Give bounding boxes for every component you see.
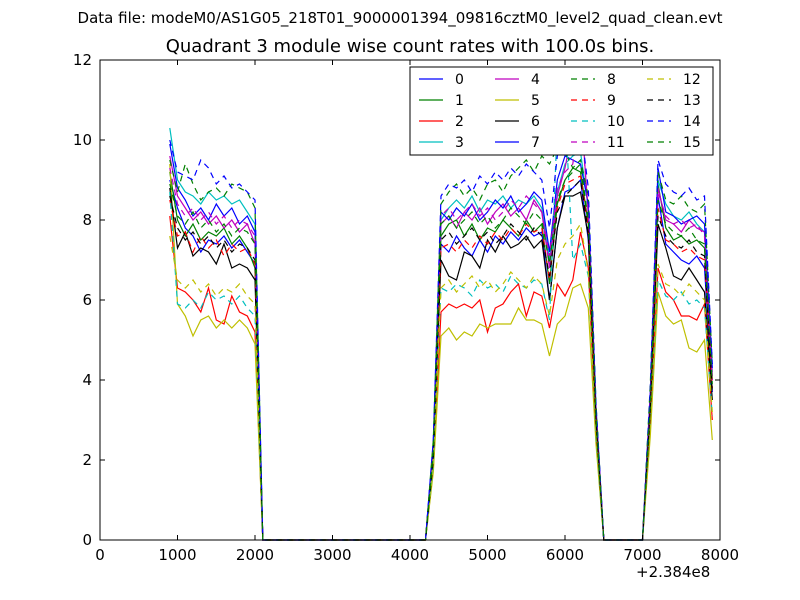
legend-label-6: 6 [531, 114, 540, 130]
legend-label-15: 15 [683, 135, 701, 151]
x-tick-label: 5000 [468, 546, 506, 564]
legend-label-9: 9 [607, 93, 616, 109]
legend-label-3: 3 [455, 135, 464, 151]
x-tick-label: 8000 [701, 546, 739, 564]
legend-label-14: 14 [683, 114, 701, 130]
series-15-line [169, 162, 713, 541]
x-tick-label: 7000 [623, 546, 661, 564]
series-11-line [169, 107, 713, 541]
series-5-line [169, 163, 713, 541]
x-axis-offset-label: +2.384e8 [636, 563, 711, 581]
x-tick-label: 0 [95, 546, 105, 564]
legend-label-5: 5 [531, 93, 540, 109]
legend-label-2: 2 [455, 114, 464, 130]
legend-label-4: 4 [531, 72, 540, 88]
legend-label-7: 7 [531, 135, 540, 151]
x-tick-label: 6000 [546, 546, 584, 564]
legend-box [409, 66, 714, 156]
y-tick-label: 2 [82, 451, 92, 469]
series-12-line [169, 222, 713, 541]
y-tick-label: 8 [82, 211, 92, 229]
series-8-line [169, 147, 713, 541]
y-tick-label: 6 [82, 291, 92, 309]
legend-label-8: 8 [607, 72, 616, 88]
y-tick-label: 0 [82, 531, 92, 549]
y-tick-label: 10 [73, 131, 92, 149]
legend-label-10: 10 [607, 114, 625, 130]
series-14-line [169, 122, 713, 541]
legend-label-12: 12 [683, 72, 701, 88]
y-tick-label: 4 [82, 371, 92, 389]
legend-label-11: 11 [607, 135, 625, 151]
x-tick-label: 3000 [313, 546, 351, 564]
x-tick-label: 2000 [236, 546, 274, 564]
x-tick-label: 4000 [391, 546, 429, 564]
suptitle: Data file: modeM0/AS1G05_218T01_90000013… [77, 9, 723, 27]
legend-label-1: 1 [455, 93, 464, 109]
x-tick-label: 1000 [158, 546, 196, 564]
legend-label-0: 0 [455, 72, 464, 88]
y-tick-label: 12 [73, 51, 92, 69]
chart-title: Quadrant 3 module wise count rates with … [165, 36, 655, 57]
legend-label-13: 13 [683, 93, 701, 109]
